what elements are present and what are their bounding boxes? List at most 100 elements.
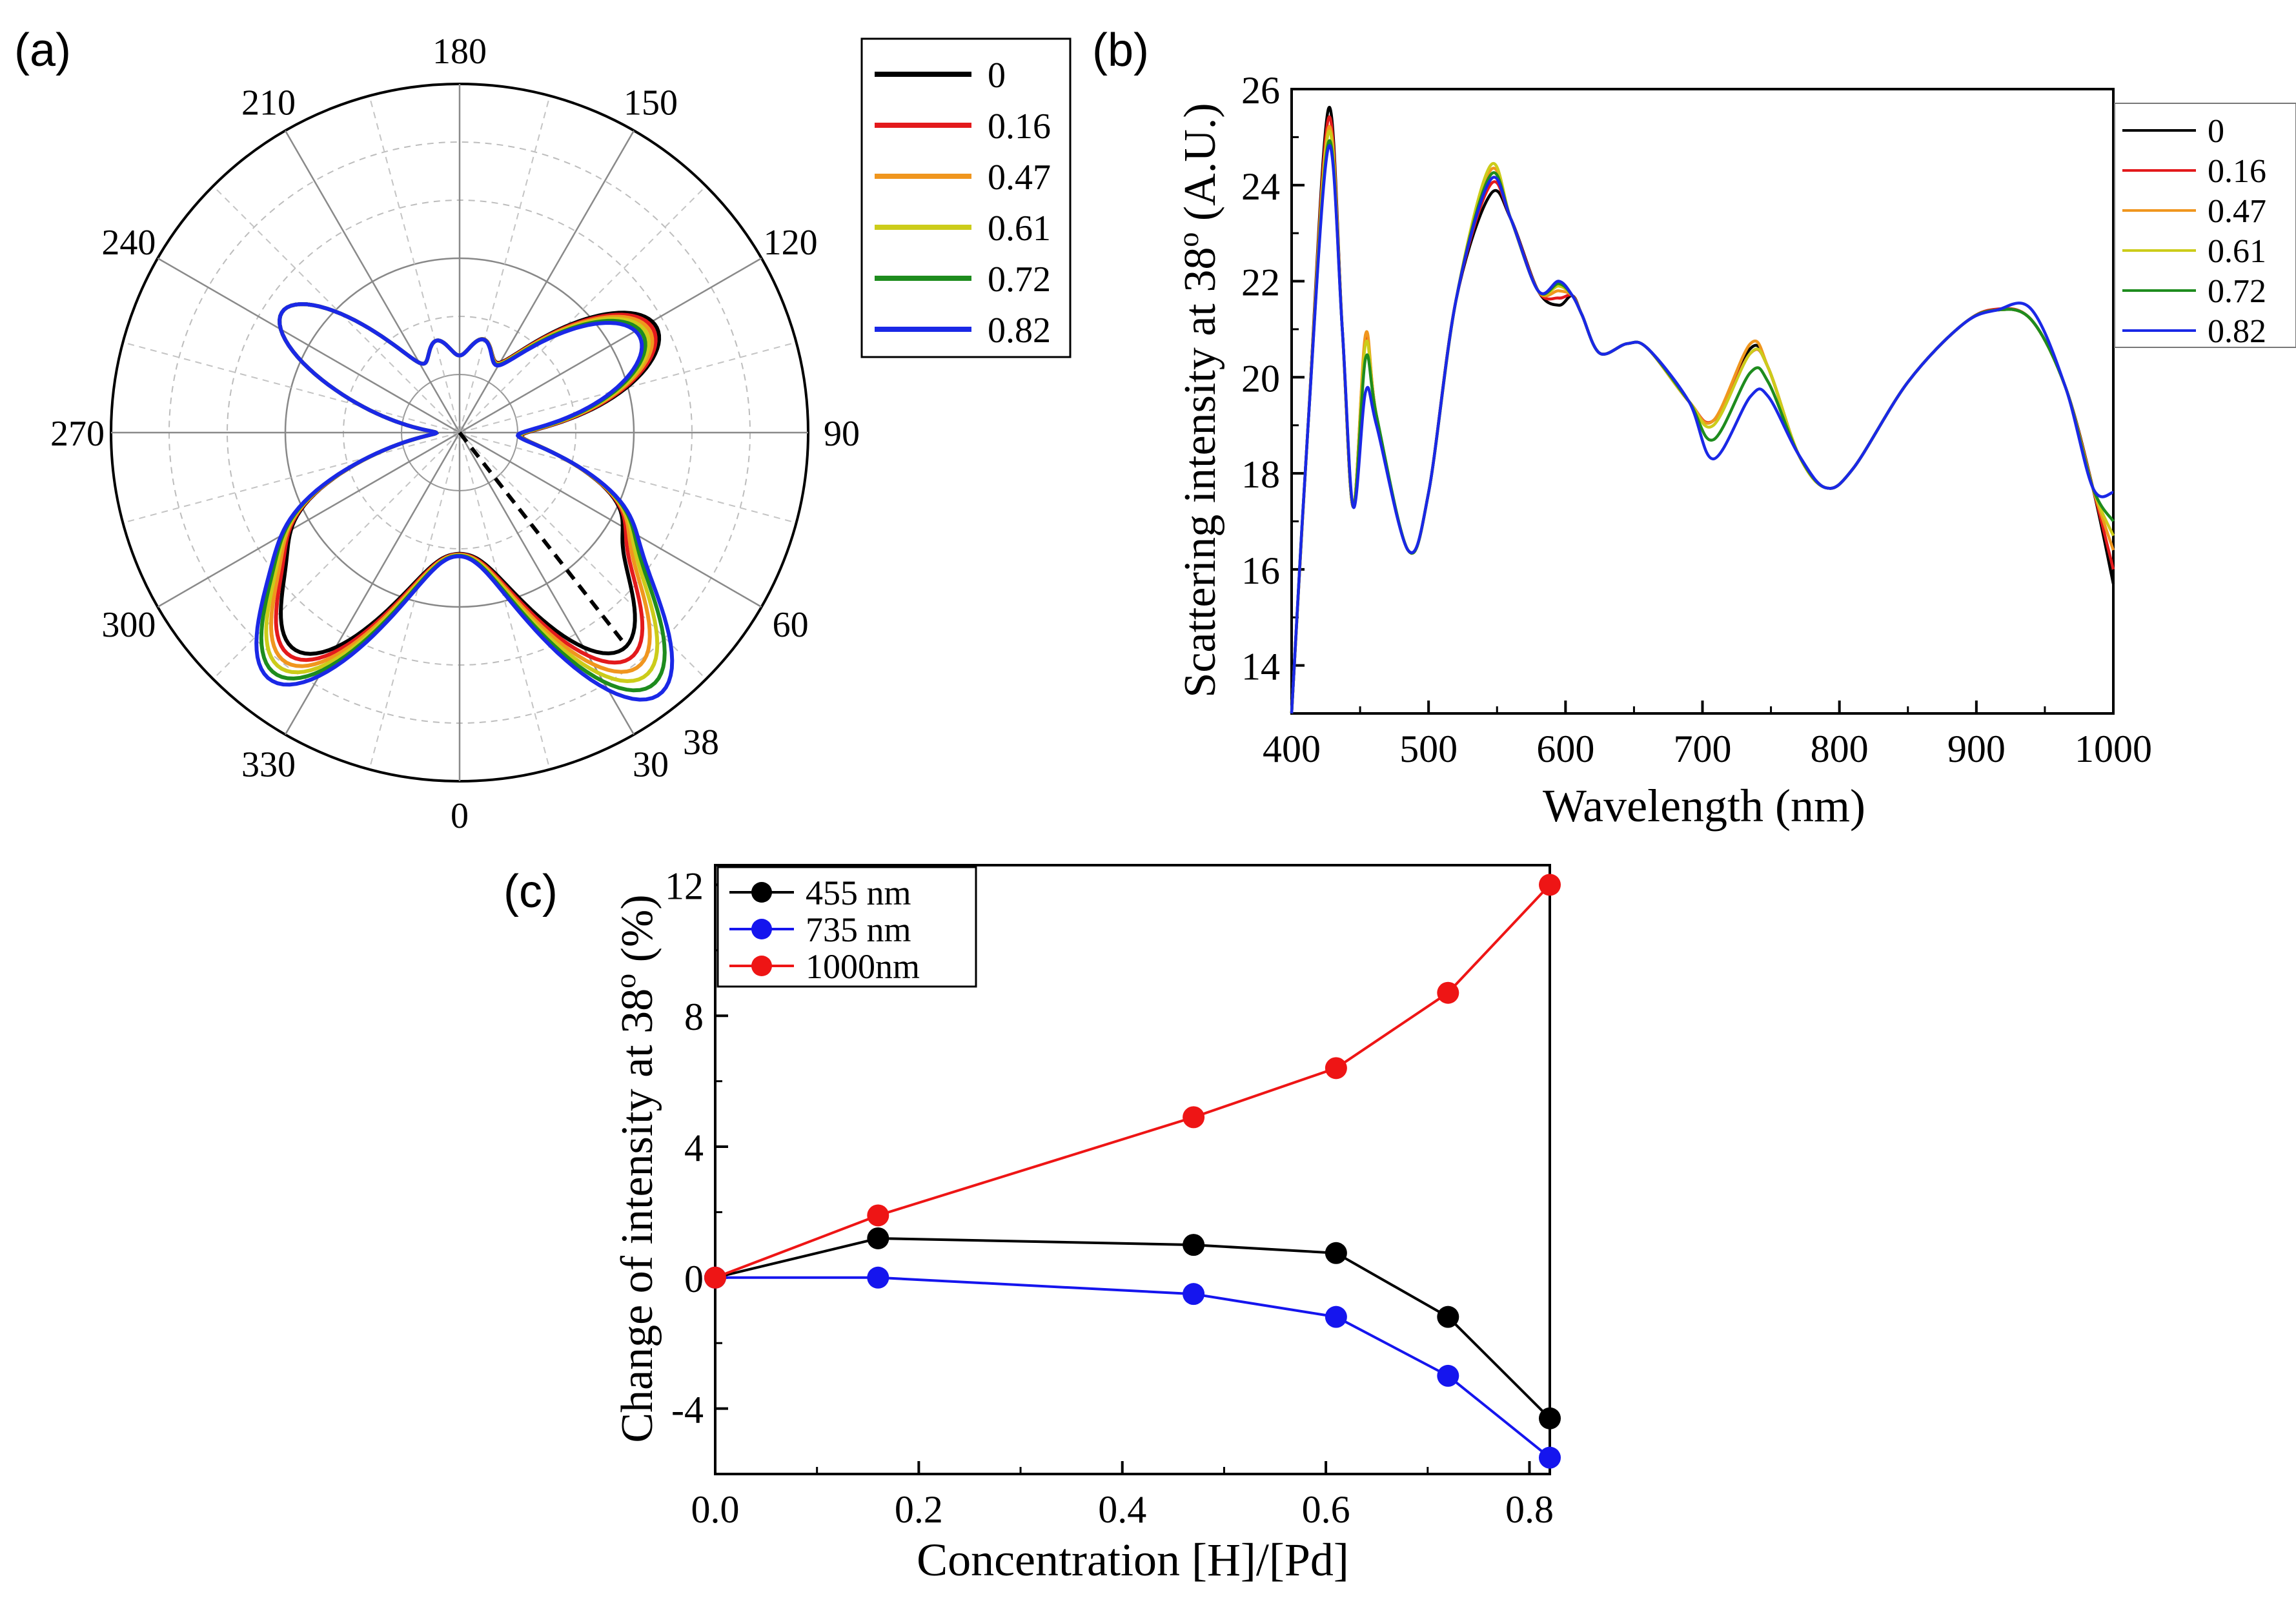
polar-grid (110, 83, 809, 783)
grid-radial-line (284, 432, 461, 735)
legend-label: 735 nm (806, 910, 911, 949)
angle-tick-label: 270 (50, 414, 105, 454)
polar-curve-series-5 (254, 302, 675, 702)
spectrum-series-3 (1290, 129, 2115, 714)
y-tick-label: 0 (684, 1258, 704, 1300)
legend-marker (751, 919, 772, 939)
legend-label: 0 (988, 56, 1006, 96)
data-point (1437, 1364, 1459, 1387)
angle-tick-label: 210 (241, 83, 296, 123)
angle-tick-label: 90 (824, 414, 860, 454)
angle-tick-label: 60 (773, 605, 809, 645)
polar-curve-series-0 (278, 302, 662, 656)
panel-c-series (704, 874, 1561, 1469)
y-tick-label: 18 (1241, 453, 1280, 496)
data-point (1325, 1306, 1347, 1328)
y-tick-label: 4 (684, 1127, 704, 1169)
legend-label: 0 (2208, 113, 2224, 150)
angle-tick-label: 180 (432, 32, 487, 72)
grid-radial-line (369, 432, 460, 770)
annotation-label: 38 (683, 722, 719, 763)
y-tick-label: 24 (1241, 165, 1280, 208)
data-point (1183, 1106, 1205, 1129)
series-0 (704, 1227, 1561, 1429)
legend-label: 0.16 (2208, 153, 2266, 190)
data-point (704, 1266, 726, 1289)
y-tick-label: 22 (1241, 261, 1280, 304)
data-point (1437, 981, 1459, 1004)
polar-curve-series-2 (269, 302, 655, 674)
x-axis-title: Concentration [H]/[Pd] (917, 1534, 1349, 1586)
y-axis-title: Scattering intensity at 38o (A.U.) (1172, 103, 1225, 697)
legend-label: 0.47 (988, 158, 1051, 198)
y-axis-title: Change of intensity at 38o (%) (609, 894, 662, 1442)
y-tick-label: 20 (1241, 357, 1280, 400)
panel-c-label: (c) (503, 866, 558, 917)
angle-tick-label: 330 (241, 745, 296, 785)
grid-radial-line (459, 96, 551, 433)
legend-label: 0.16 (988, 107, 1051, 147)
angle-tick-label: 30 (633, 745, 669, 785)
legend-box (860, 37, 1072, 358)
panel-a-legend: 0 0.16 0.47 0.61 0.72 0.82 (860, 37, 1072, 358)
grid-radial-line (459, 432, 551, 770)
legend-label: 455 nm (806, 874, 911, 912)
polar-annotation: 38 (458, 431, 719, 763)
x-tick-label: 600 (1536, 728, 1594, 770)
y-tick-label: 8 (684, 996, 704, 1038)
grid-radial-line (458, 130, 635, 433)
x-tick-label: 400 (1263, 728, 1321, 770)
x-tick-label: 0.8 (1505, 1488, 1554, 1531)
series-line (715, 884, 1551, 1279)
panel-c-axes: 0.0 0.2 0.4 0.6 0.8 -4 0 4 8 12 (665, 865, 1554, 1531)
data-point (867, 1266, 889, 1289)
legend-label: 0.47 (2208, 193, 2266, 230)
panel-b-label: (b) (1092, 25, 1149, 76)
x-tick-label: 800 (1811, 728, 1869, 770)
annotation-dashed-line (458, 431, 628, 648)
data-point (1325, 1242, 1347, 1264)
data-point (1183, 1234, 1205, 1256)
polar-curves (254, 302, 675, 702)
data-point (1539, 874, 1561, 896)
panel-b-spectrum-plot: (b) 400 500 600 700 800 900 1000 14 16 18 20 22 24 26… (1092, 25, 2296, 832)
spectrum-series-2 (1290, 125, 2115, 714)
grid-radial-line (459, 257, 762, 434)
data-point (1325, 1057, 1347, 1080)
x-tick-label: 700 (1674, 728, 1732, 770)
legend-marker (751, 956, 772, 976)
legend-label: 0.72 (988, 260, 1051, 300)
series-1 (704, 1266, 1561, 1469)
y-tick-label: 14 (1241, 646, 1280, 688)
legend-label: 0.82 (2208, 313, 2266, 350)
legend-label: 0.72 (2208, 273, 2266, 310)
spectrum-series-4 (1290, 139, 2115, 714)
y-tick-label: 26 (1241, 69, 1280, 112)
series-2 (704, 874, 1561, 1289)
panel-b-curves (1290, 105, 2115, 714)
plot-frame (714, 864, 1551, 1475)
panel-a-label: (a) (14, 25, 71, 76)
y-tick-label: 16 (1241, 549, 1280, 592)
legend-marker (751, 882, 772, 903)
y-tick-label: -4 (671, 1389, 704, 1431)
angle-tick-label: 240 (101, 223, 156, 263)
x-tick-label: 0.6 (1302, 1488, 1350, 1531)
y-tick-label: 12 (665, 865, 704, 907)
data-point (1539, 1446, 1561, 1469)
panel-b-axes: 400 500 600 700 800 900 1000 14 16 18 20 22 24 26 (1241, 69, 2152, 770)
panel-b-legend: 00.160.470.610.720.82 (2114, 103, 2296, 350)
panel-c-concentration-plot: (c) 0.0 0.2 0.4 0.6 0.8 -4 0 4 8 12 Concentration… (503, 864, 1561, 1586)
data-point (867, 1204, 889, 1227)
angle-tick-label: 0 (451, 796, 469, 836)
data-point (1183, 1283, 1205, 1306)
x-tick-label: 0.2 (895, 1488, 943, 1531)
polar-angle-ticks: 0 30 60 90 120 150 180 210 240 270 300 330 (50, 32, 860, 836)
grid-radial-line (157, 431, 460, 608)
data-point (1539, 1407, 1561, 1429)
series-line (715, 1236, 1551, 1420)
series-line (715, 1276, 1551, 1459)
data-point (1437, 1306, 1459, 1328)
